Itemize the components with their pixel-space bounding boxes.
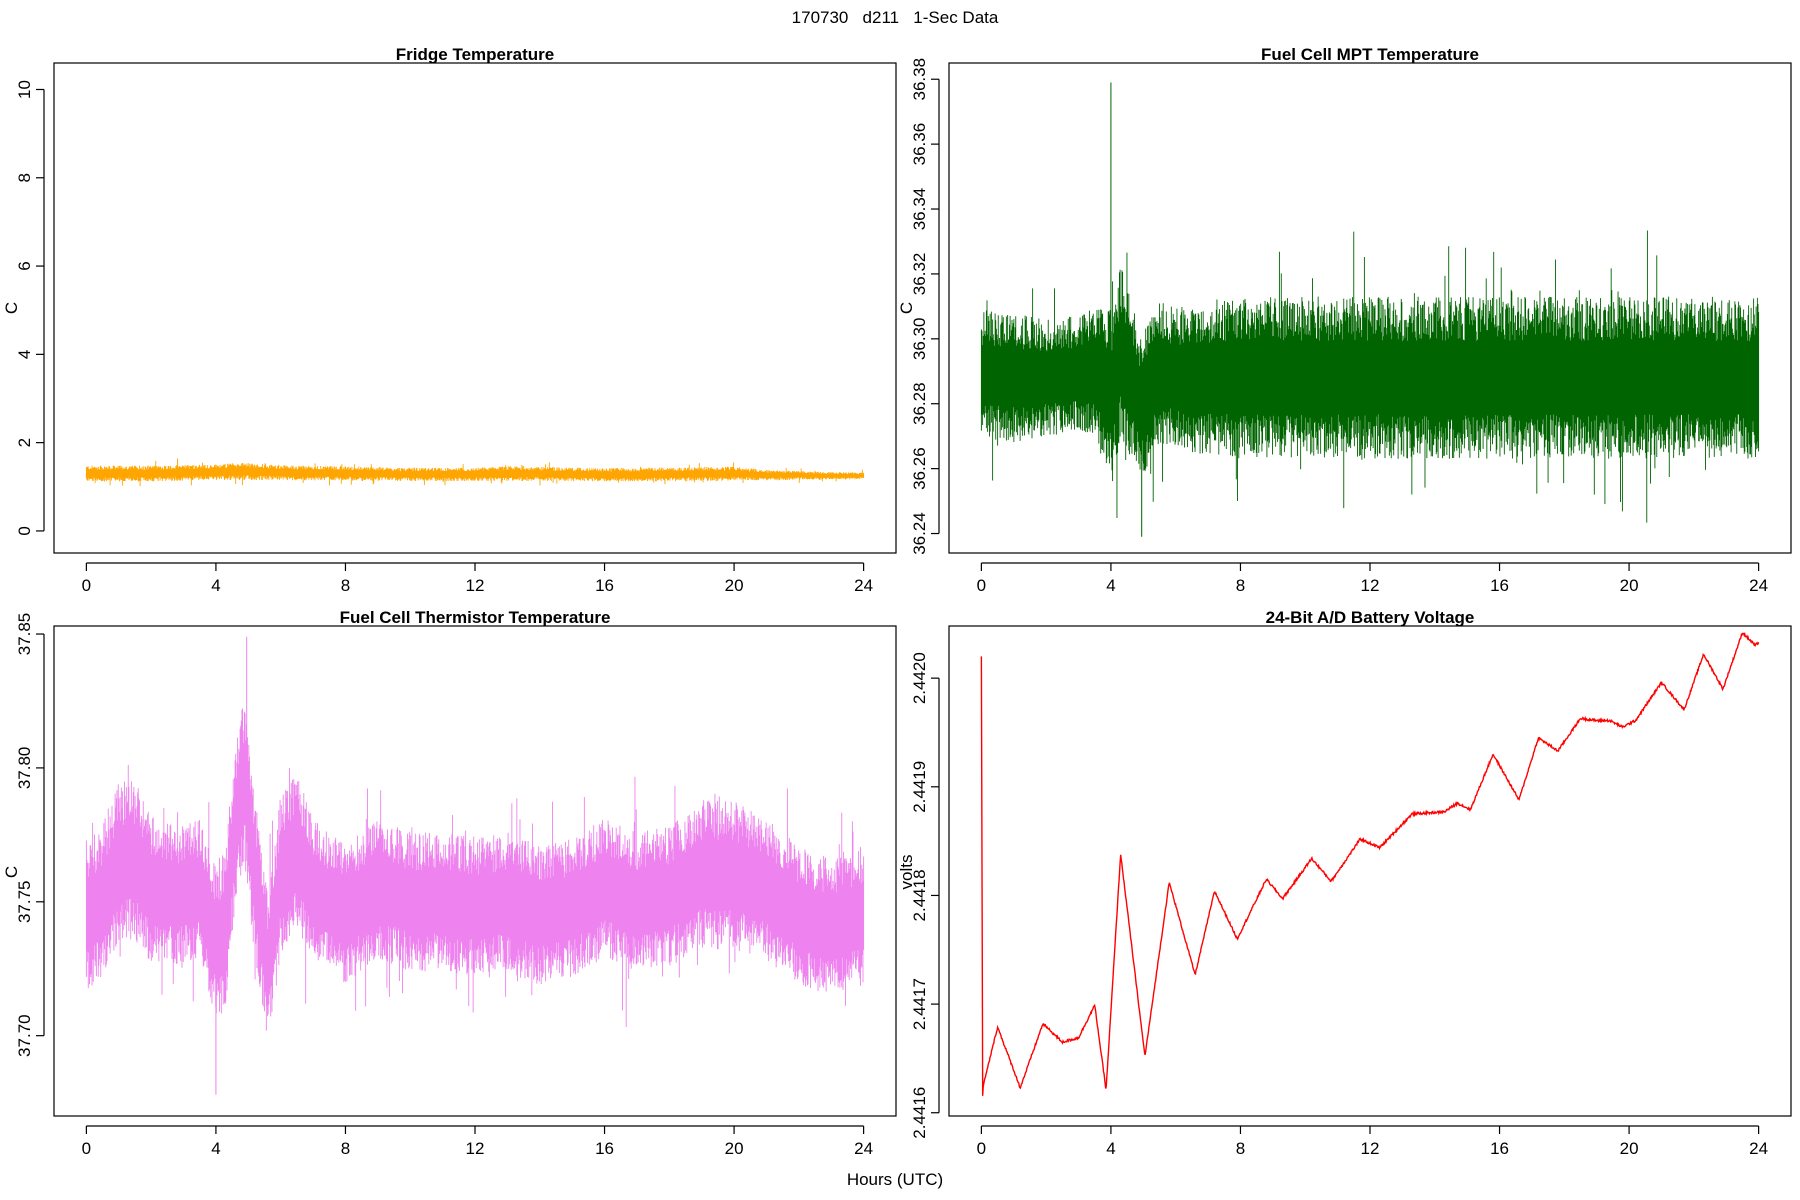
- series-line: [980, 631, 1760, 1096]
- y-tick-label: 2: [15, 438, 34, 447]
- series-signal: [980, 230, 1760, 523]
- x-tick-label: 16: [1490, 1139, 1509, 1158]
- panel-title: Fuel Cell Thermistor Temperature: [340, 608, 611, 627]
- x-tick-label: 12: [1361, 1139, 1380, 1158]
- plot-frame: [948, 625, 1792, 1117]
- y-axis: 37.70 37.75 37.80 37.85: [15, 613, 45, 1057]
- x-axis: 0 4 8 12 16 20 24: [977, 562, 1768, 595]
- x-tick-label: 4: [1106, 576, 1115, 595]
- x-tick-label: 12: [466, 1139, 485, 1158]
- x-tick-label: 20: [1620, 1139, 1639, 1158]
- x-tick-label: 4: [211, 1139, 220, 1158]
- plot-area: [85, 636, 865, 1095]
- y-axis: 0 2 4 6 8 10: [15, 80, 45, 536]
- y-tick-label: 4: [15, 350, 34, 359]
- y-tick-label: 2.4418: [910, 869, 929, 921]
- x-tick-label: 12: [466, 576, 485, 595]
- y-tick-label: 2.4420: [910, 652, 929, 704]
- y-tick-label: 10: [15, 80, 34, 99]
- panel-battery-voltage: 24-Bit A/D Battery Voltage volts 0 4 8 12 16…: [897, 608, 1792, 1158]
- x-tick-label: 0: [82, 576, 91, 595]
- panel-fuel-cell-mpt-temperature: Fuel Cell MPT Temperature C 0 4 8 12 16 20 24 …: [897, 45, 1792, 595]
- y-axis-label: C: [2, 866, 21, 878]
- x-tick-label: 20: [725, 576, 744, 595]
- y-tick-label: 8: [15, 173, 34, 182]
- y-tick-label: 36.34: [910, 188, 929, 231]
- y-tick-label: 2.4416: [910, 1087, 929, 1139]
- series-signal: [85, 458, 865, 487]
- y-axis: 36.24 36.26 36.28 36.30 36.32 36.34 36.36 36.38: [910, 58, 940, 555]
- y-tick-label: 36.32: [910, 253, 929, 296]
- x-tick-label: 8: [341, 1139, 350, 1158]
- figure-title: 170730 d211 1-Sec Data: [792, 8, 999, 27]
- x-tick-label: 24: [1749, 1139, 1768, 1158]
- x-tick-label: 16: [595, 576, 614, 595]
- x-tick-label: 4: [211, 576, 220, 595]
- y-tick-label: 36.38: [910, 58, 929, 101]
- x-tick-label: 8: [1236, 1139, 1245, 1158]
- x-tick-label: 8: [341, 576, 350, 595]
- y-tick-label: 37.80: [15, 747, 34, 790]
- x-tick-label: 0: [977, 576, 986, 595]
- y-tick-label: 37.75: [15, 881, 34, 924]
- y-tick-label: 36.36: [910, 123, 929, 166]
- x-tick-label: 4: [1106, 1139, 1115, 1158]
- y-tick-label: 0: [15, 526, 34, 535]
- x-axis: 0 4 8 12 16 20 24: [82, 1125, 873, 1158]
- x-tick-label: 16: [595, 1139, 614, 1158]
- x-tick-label: 24: [1749, 576, 1768, 595]
- x-tick-label: 24: [854, 576, 873, 595]
- y-tick-label: 36.24: [910, 512, 929, 555]
- y-axis: 2.4416 2.4417 2.4418 2.4419 2.4420: [910, 652, 940, 1139]
- y-tick-label: 2.4419: [910, 761, 929, 813]
- panel-fuel-cell-thermistor-temperature: Fuel Cell Thermistor Temperature C 0 4 8 12…: [2, 608, 897, 1158]
- y-tick-label: 36.28: [910, 382, 929, 425]
- plot-area: [980, 631, 1760, 1096]
- x-tick-label: 0: [977, 1139, 986, 1158]
- x-tick-label: 20: [1620, 576, 1639, 595]
- plot-frame: [948, 62, 1792, 554]
- y-tick-label: 36.26: [910, 447, 929, 490]
- x-axis: 0 4 8 12 16 20 24: [82, 562, 873, 595]
- y-axis-label: volts: [897, 855, 916, 890]
- y-tick-label: 6: [15, 261, 34, 270]
- y-tick-label: 2.4417: [910, 978, 929, 1030]
- panel-title: 24-Bit A/D Battery Voltage: [1266, 608, 1475, 627]
- panel-title: Fuel Cell MPT Temperature: [1261, 45, 1479, 64]
- x-tick-label: 24: [854, 1139, 873, 1158]
- panel-title: Fridge Temperature: [396, 45, 554, 64]
- x-tick-label: 12: [1361, 576, 1380, 595]
- plot-frame: [53, 62, 897, 554]
- y-axis-label: C: [897, 302, 916, 314]
- series-signal: [85, 708, 865, 1031]
- plot-area: [980, 82, 1760, 537]
- figure-x-axis-label: Hours (UTC): [847, 1170, 943, 1189]
- x-tick-label: 16: [1490, 576, 1509, 595]
- y-tick-label: 37.85: [15, 613, 34, 656]
- plot-frame: [53, 625, 897, 1117]
- y-axis-label: C: [2, 302, 21, 314]
- plot-area: [85, 458, 865, 487]
- x-tick-label: 20: [725, 1139, 744, 1158]
- x-tick-label: 8: [1236, 576, 1245, 595]
- y-tick-label: 37.70: [15, 1014, 34, 1057]
- x-tick-label: 0: [82, 1139, 91, 1158]
- y-tick-label: 36.30: [910, 318, 929, 361]
- x-axis: 0 4 8 12 16 20 24: [977, 1125, 1768, 1158]
